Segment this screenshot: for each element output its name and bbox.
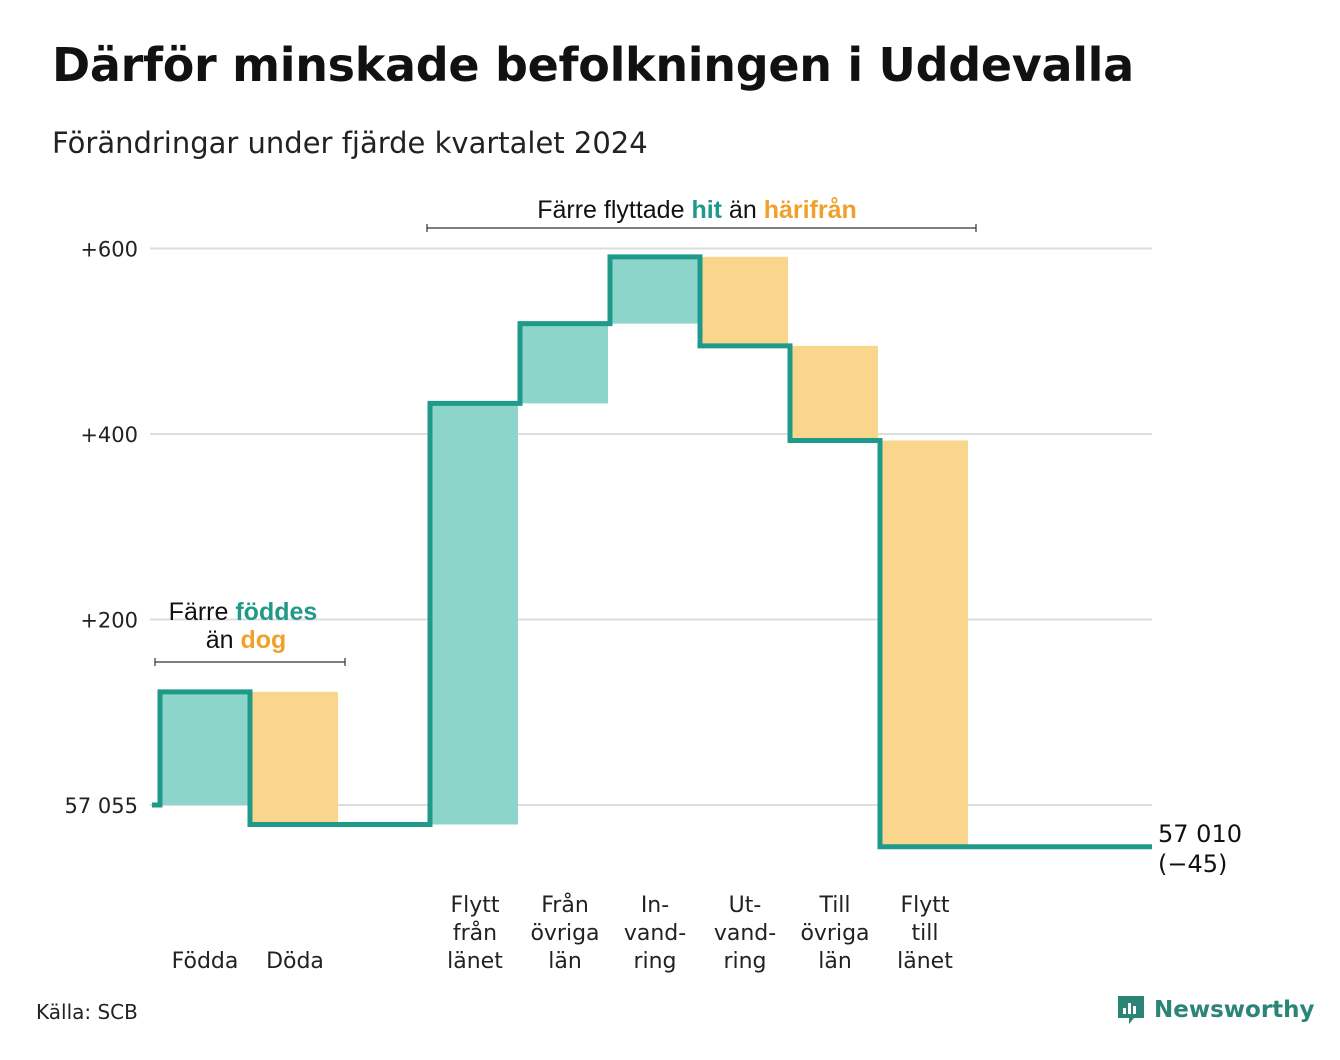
newsworthy-logo-icon: [1118, 996, 1144, 1024]
annotation-births-line2: än dog: [206, 626, 287, 654]
category-label: In-: [641, 893, 669, 918]
category-label: Flytt: [450, 893, 499, 918]
bars: [160, 256, 968, 847]
end-value-label: 57 010: [1158, 820, 1242, 848]
category-label: Flytt: [900, 893, 949, 918]
bar: [250, 691, 338, 825]
category-label: Döda: [266, 949, 324, 974]
category-label: till: [912, 921, 939, 946]
category-label: län: [548, 949, 582, 974]
category-label: ring: [723, 949, 766, 974]
bar: [610, 256, 698, 324]
category-label: Till: [818, 893, 850, 918]
page-title: Därför minskade befolkningen i Uddevalla: [52, 38, 1134, 92]
category-label: länet: [447, 949, 503, 974]
annotation-births-line1: Färre föddes: [169, 598, 318, 626]
x-axis-labels: Födda DödaFlyttfrånlänetFrånövrigalänIn-v…: [172, 892, 954, 974]
end-value-labels: 57 010(−45): [1158, 820, 1242, 878]
category-label: Från: [541, 892, 589, 918]
y-axis-ticks: 57 055 +200 +400 +600: [65, 238, 138, 819]
source-note: Källa: SCB: [36, 1000, 138, 1024]
bar: [790, 345, 878, 441]
category-label: ring: [633, 949, 676, 974]
bar: [160, 691, 248, 805]
category-label: länet: [897, 949, 953, 974]
y-tick-label: +600: [80, 238, 138, 262]
bar: [520, 323, 608, 404]
bar: [700, 256, 788, 346]
running-total-line: [152, 254, 1152, 850]
bar: [430, 403, 518, 825]
category-label: från: [453, 920, 497, 946]
bar: [880, 440, 968, 847]
y-tick-label: +400: [80, 423, 138, 447]
brand-name: Newsworthy: [1154, 997, 1315, 1023]
category-label: Ut-: [729, 893, 762, 918]
end-change-label: (−45): [1158, 850, 1227, 878]
annotation-migration: Färre flyttade hit än härifrån: [537, 196, 857, 224]
category-label: vand-: [624, 921, 686, 946]
page-subtitle: Förändringar under fjärde kvartalet 2024: [52, 126, 648, 160]
category-label: övriga: [530, 921, 599, 946]
brand-logo: Newsworthy: [1116, 994, 1315, 1026]
y-tick-label: +200: [80, 609, 138, 633]
category-label: vand-: [714, 921, 776, 946]
category-label: Födda: [172, 949, 239, 974]
category-label: övriga: [800, 921, 869, 946]
y-tick-label: 57 055: [65, 794, 138, 818]
category-label: län: [818, 949, 852, 974]
